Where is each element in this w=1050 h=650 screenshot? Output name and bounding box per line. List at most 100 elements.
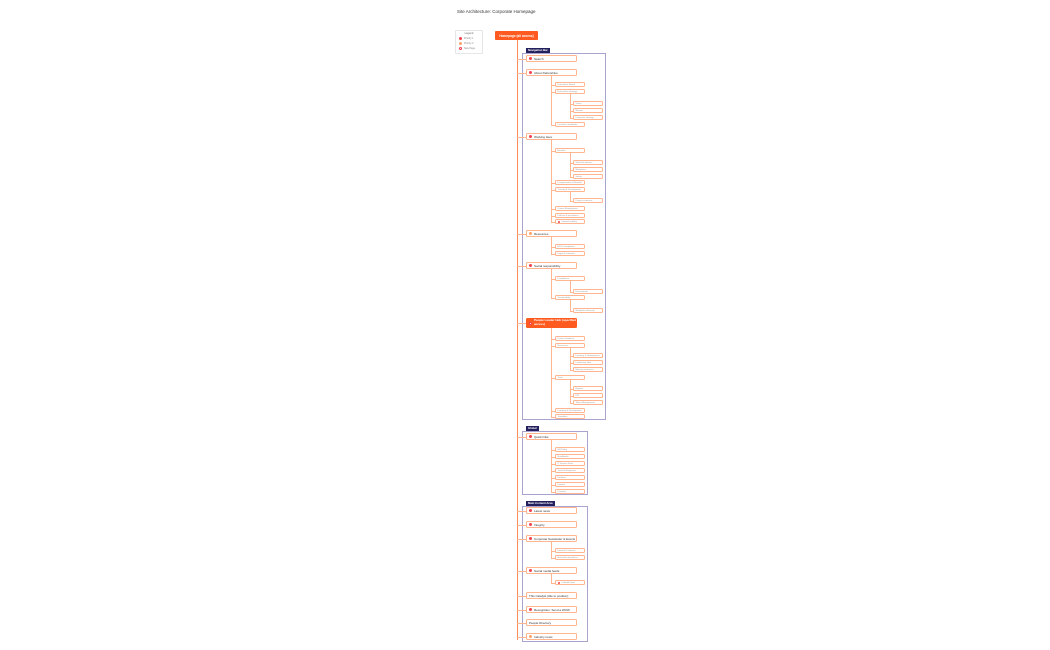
connector-line <box>570 291 573 293</box>
sitemap-node-work-comp[interactable]: Compensation & Benefits <box>555 180 585 185</box>
sitemap-node-social-div[interactable]: Workplace diversity <box>573 308 603 313</box>
sitemap-node-newsletter[interactable]: Corporate Newsletter & Events <box>526 535 577 542</box>
node-label: Career Guidance <box>557 337 575 340</box>
sitemap-node-about-mission[interactable]: Mission <box>573 108 603 113</box>
sitemap-node-social-sust[interactable]: Sustainability <box>555 295 585 300</box>
sitemap-node-catalyst[interactable]: This Catalyst (title to position) <box>526 592 577 599</box>
sitemap-node-plh-kpi[interactable]: KPI <box>573 393 603 398</box>
section-label-navigation-bar: Navigation Bar <box>526 48 550 53</box>
connector-line <box>551 410 555 412</box>
node-label: Search <box>534 56 544 61</box>
sitemap-node-about-vision[interactable]: Vision <box>573 101 603 106</box>
node-label: Archived newsletters <box>557 556 578 559</box>
sitemap-node-nl-archive[interactable]: Archived newsletters <box>555 555 585 560</box>
sitemap-node-plh-resources[interactable]: Resources <box>555 343 585 348</box>
connector-line <box>551 221 555 223</box>
sitemap-node-directory[interactable]: People Directory <box>526 619 577 626</box>
sitemap-node-q1[interactable]: HR Policy <box>555 447 585 452</box>
sitemap-node-resources[interactable]: Resources <box>526 230 577 237</box>
sitemap-node-q7[interactable]: Contacts <box>555 489 585 494</box>
sitemap-node-plh-ld[interactable]: Learning & Development <box>555 408 585 413</box>
node-label: Environment <box>575 290 588 293</box>
connector-line <box>570 169 573 171</box>
connector-line <box>551 237 552 254</box>
sitemap-node-res-legal[interactable]: Legal & Contracts <box>555 251 585 256</box>
sitemap-node-plh-learning[interactable]: Learning & Development <box>573 353 603 358</box>
sitemap-node-q6[interactable]: Intranet <box>555 482 585 487</box>
main-content-frame <box>522 506 588 642</box>
node-label: Learning & Development <box>575 354 600 357</box>
node-label: Talent Management <box>575 401 595 404</box>
connector-line <box>570 380 571 403</box>
sitemap-node-industry[interactable]: Industry news <box>526 633 577 640</box>
sitemap-node-work[interactable]: Working Here <box>526 133 577 140</box>
sitemap-node-plh-reports[interactable]: Reports <box>573 386 603 391</box>
priority-1-dot-icon <box>529 608 532 611</box>
sitemap-node-search[interactable]: Search <box>526 55 577 62</box>
sitemap-node-sf-linkedin[interactable]: LinkedIn feed <box>555 580 585 585</box>
node-label: Legal & Contracts <box>557 252 575 255</box>
sitemap-node-plh-leadership[interactable]: Leadership Hub <box>573 360 603 365</box>
sitemap-node-social-compliance[interactable]: Compliance <box>555 276 585 281</box>
priority-1-dot-icon <box>529 537 532 540</box>
priority-2-dot-icon <box>529 232 532 235</box>
connector-line <box>551 574 552 583</box>
sitemap-node-about-corp[interactable]: Corporate strategy <box>573 115 603 120</box>
sitemap-node-social[interactable]: Social responsibility <box>526 262 577 269</box>
node-label: Policies & procedures <box>557 214 579 217</box>
connector-line <box>570 281 571 292</box>
sitemap-node-work-workplace[interactable]: Workplace <box>573 167 603 172</box>
connector-line <box>551 297 555 299</box>
legend-label: Priority 1 <box>464 37 474 40</box>
sitemap-node-work-career-res[interactable]: Career resources <box>573 198 603 203</box>
connector-line <box>551 208 555 210</box>
sitemap-node-quick[interactable]: Quick links <box>526 433 577 440</box>
sitemap-node-plh[interactable]: People Leader Hub (specified access) <box>526 318 577 328</box>
sitemap-node-q5[interactable]: Facilities <box>555 475 585 480</box>
connector-line <box>517 570 526 572</box>
global-frame <box>522 431 588 495</box>
sitemap-node-social-env[interactable]: Environment <box>573 289 603 294</box>
node-label: Integrity <box>534 522 545 527</box>
priority-1-dot-icon <box>529 435 532 438</box>
sitemap-node-wow[interactable]: Recognition: Send a WOW <box>526 606 577 613</box>
homepage-node[interactable]: Homepage (all access) <box>495 31 538 40</box>
sitemap-node-q2[interactable]: Handbooks <box>555 454 585 459</box>
sitemap-node-plh-career[interactable]: Career Guidance <box>555 336 585 341</box>
node-label: HR & Compliance <box>557 245 575 248</box>
connector-line <box>551 345 555 347</box>
sitemap-node-q4[interactable]: Travel & Expenses <box>555 468 585 473</box>
sitemap-node-integrity[interactable]: Integrity <box>526 521 577 528</box>
sitemap-node-socialfeeds[interactable]: Social media feeds <box>526 567 577 574</box>
sitemap-node-work-mobility[interactable]: Internal mobility <box>555 219 585 224</box>
connector-line <box>551 491 555 493</box>
connector-line <box>551 477 555 479</box>
sitemap-node-about-locations[interactable]: Locations worldwide <box>555 122 585 127</box>
sitemap-node-plh-talent[interactable]: Talent Management <box>573 400 603 405</box>
sitemap-node-work-salary[interactable]: Salary <box>573 174 603 179</box>
node-label: Travel & Expenses <box>557 469 576 472</box>
node-label: Industry news <box>534 634 553 639</box>
sitemap-node-work-training[interactable]: Training & Development <box>555 187 585 192</box>
sitemap-node-news[interactable]: Latest news <box>526 507 577 514</box>
sitemap-node-res-hr[interactable]: HR & Compliance <box>555 244 585 249</box>
sitemap-node-q3[interactable]: IT Service Desk <box>555 461 585 466</box>
priority-1-dot-icon <box>529 71 532 74</box>
sitemap-node-work-career-mgmt[interactable]: Career Management <box>555 206 585 211</box>
sitemap-node-about[interactable]: About Defenshine <box>526 69 577 76</box>
page-title: Site Architecture: Corporate Homepage <box>457 9 536 14</box>
sitemap-node-nl-internal[interactable]: Internal & external <box>555 548 585 553</box>
sitemap-node-plh-tools[interactable]: Tools <box>555 375 585 380</box>
sitemap-node-about-brand[interactable]: Defenshine Brand <box>555 82 585 87</box>
x-circle-icon <box>529 321 532 325</box>
sitemap-node-work-benefits[interactable]: Benefits <box>555 148 585 153</box>
sitemap-node-about-strategy[interactable]: Defenshine Strategy <box>555 89 585 94</box>
sitemap-node-work-policies[interactable]: Policies & procedures <box>555 213 585 218</box>
sitemap-node-work-wlb[interactable]: Work-life balance <box>573 160 603 165</box>
sitemap-node-plh-templates[interactable]: Templates <box>555 414 585 419</box>
connector-line <box>517 233 526 235</box>
connector-line <box>551 377 555 379</box>
connector-line <box>517 58 526 60</box>
connector-line <box>551 456 555 458</box>
sitemap-node-plh-meeting[interactable]: Meeting resources <box>573 367 603 372</box>
